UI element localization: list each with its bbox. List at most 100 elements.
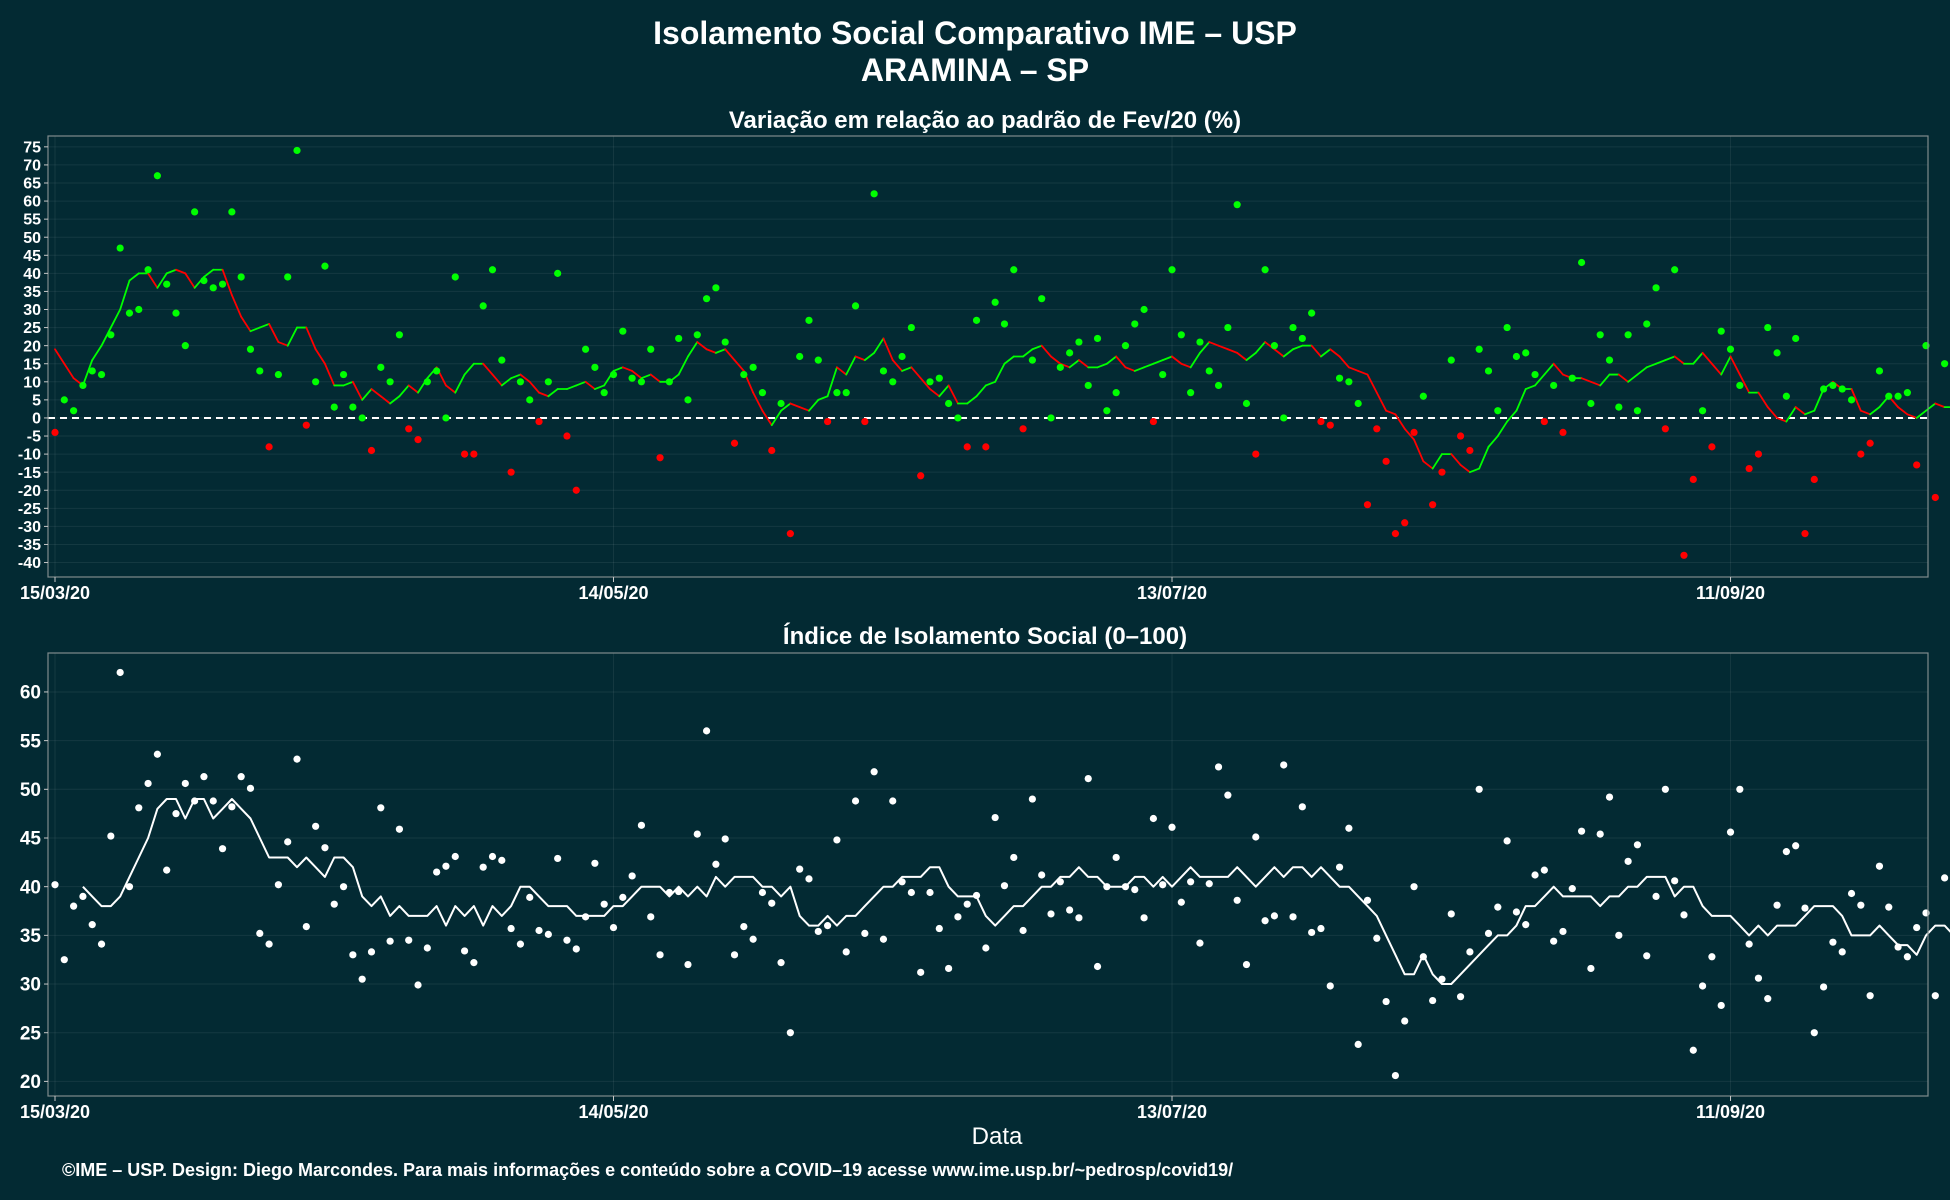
moving-average-segment — [687, 341, 699, 358]
data-point — [1475, 785, 1483, 793]
bottom-panel-y-axis: 20 25 30 35 40 45 50 55 60 — [20, 683, 48, 1093]
moving-average-segment — [1487, 435, 1499, 448]
moving-average-segment — [1031, 344, 1043, 351]
data-point — [1568, 885, 1576, 893]
data-point — [972, 891, 981, 900]
moving-average-segment — [454, 373, 466, 394]
data-point — [1447, 356, 1455, 364]
data-point — [1103, 407, 1111, 415]
data-point — [1875, 367, 1884, 375]
data-point — [470, 959, 478, 967]
data-point — [740, 370, 748, 379]
data-point — [1643, 952, 1651, 960]
data-point — [544, 930, 552, 938]
y-tick-label: 60 — [23, 194, 41, 211]
data-point — [926, 378, 934, 386]
data-point — [1577, 827, 1586, 835]
moving-average-segment — [575, 380, 587, 387]
data-point — [1335, 374, 1344, 382]
data-point — [982, 443, 990, 451]
moving-average-segment — [1850, 388, 1862, 412]
data-point — [1159, 370, 1167, 379]
data-point — [796, 865, 804, 873]
data-point — [1838, 385, 1846, 393]
moving-average-segment — [1347, 366, 1360, 372]
data-point — [554, 269, 562, 277]
data-point — [330, 900, 338, 908]
data-point — [637, 378, 646, 386]
data-point — [1252, 450, 1260, 458]
data-point — [1401, 519, 1409, 527]
data-point — [1084, 381, 1092, 390]
moving-average-segment — [1664, 355, 1676, 362]
moving-average-segment — [649, 373, 661, 383]
data-point — [945, 399, 953, 408]
moving-average-segment — [826, 366, 838, 398]
data-point — [1317, 417, 1325, 426]
moving-average-segment — [677, 355, 689, 376]
data-point — [1820, 983, 1828, 991]
data-point — [1028, 356, 1036, 364]
data-point — [591, 859, 599, 867]
moving-average-segment — [407, 384, 419, 394]
moving-average-segment — [1338, 355, 1350, 369]
moving-average-segment — [1757, 391, 1769, 409]
moving-average-segment — [1785, 406, 1797, 423]
moving-average-segment — [1394, 413, 1406, 430]
data-point — [302, 922, 310, 931]
moving-average-segment — [910, 366, 922, 380]
moving-average-segment — [817, 395, 829, 401]
moving-average-segment — [1226, 348, 1239, 354]
data-point — [1810, 475, 1818, 484]
data-point — [1280, 761, 1288, 769]
moving-average-segment — [184, 272, 196, 289]
y-tick-label: 20 — [23, 338, 41, 355]
x-tick-label: 15/03/20 — [20, 583, 90, 603]
moving-average-segment — [1105, 355, 1118, 365]
data-point — [684, 960, 692, 969]
data-point — [144, 779, 152, 788]
data-point — [740, 922, 748, 931]
footer-credits[interactable]: ©IME – USP. Design: Diego Marcondes. Par… — [62, 1160, 1233, 1180]
data-point — [1903, 389, 1911, 397]
bottom-panel-frame — [47, 652, 1929, 1097]
data-point — [879, 935, 888, 943]
data-point — [1661, 785, 1669, 793]
data-point — [870, 190, 878, 198]
data-point — [1075, 338, 1083, 346]
data-point — [218, 280, 227, 288]
moving-average-segment — [165, 268, 177, 275]
data-point — [60, 956, 68, 964]
data-point — [60, 396, 68, 404]
data-point — [1512, 908, 1521, 916]
moving-average-line — [82, 798, 1950, 985]
moving-average-segment — [1701, 351, 1713, 365]
data-point — [1782, 392, 1790, 400]
moving-average-segment — [63, 362, 75, 380]
y-tick-label: 65 — [23, 176, 41, 193]
data-point — [516, 378, 525, 386]
data-point — [526, 893, 534, 901]
data-point — [1894, 943, 1902, 951]
moving-average-segment — [1078, 359, 1090, 369]
data-point — [1261, 266, 1269, 274]
x-tick-label: 11/09/20 — [1696, 1102, 1765, 1122]
data-point — [1801, 530, 1809, 538]
data-point — [1187, 389, 1195, 397]
moving-average-segment — [1236, 351, 1248, 362]
data-point — [1308, 928, 1316, 937]
moving-average-segment — [873, 337, 885, 354]
data-point — [563, 432, 571, 440]
data-point — [451, 273, 459, 281]
data-point — [414, 436, 422, 444]
moving-average-segment — [1208, 341, 1220, 347]
moving-average-segment — [1273, 348, 1285, 358]
data-point — [395, 825, 404, 833]
data-point — [1438, 468, 1446, 476]
data-point — [1093, 334, 1102, 343]
moving-average-segment — [1133, 366, 1145, 372]
data-point — [619, 327, 627, 335]
data-point — [1233, 201, 1241, 209]
data-point — [647, 913, 655, 921]
data-point — [377, 804, 385, 812]
